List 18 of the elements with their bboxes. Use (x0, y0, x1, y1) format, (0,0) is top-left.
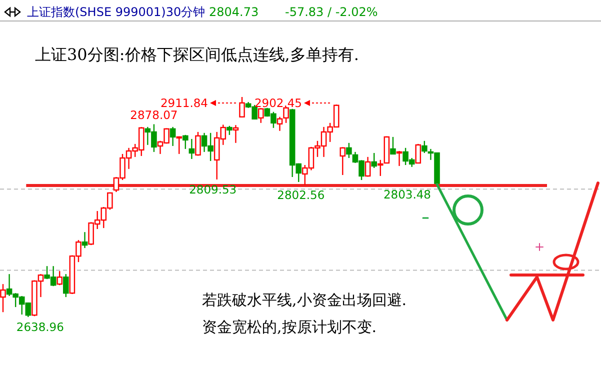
chart-title: 上证指数(SHSE 999001)30分钟 (27, 5, 206, 19)
annotation: 2802.56 (277, 188, 325, 202)
text: 资金宽松的,按原计划不变. (202, 318, 377, 336)
candlestick (232, 124, 239, 144)
annotation: 2809.53 (189, 182, 237, 196)
candlestick (82, 231, 88, 249)
annotation: 2911.84 (160, 96, 208, 110)
annotation: 2878.07 (130, 108, 178, 122)
annotation: 2803.48 (383, 187, 431, 202)
annotation: 2638.96 (16, 320, 64, 334)
chart-subtitle: 上证30分图:价格下探区间低点连线,多单持有. (35, 45, 359, 64)
candlestick (276, 116, 283, 132)
candlestick (188, 138, 195, 160)
text: 2804.73 (209, 5, 259, 19)
text: -57.83 / -2.02% (285, 5, 378, 19)
annotation: 2902.45 (254, 96, 302, 110)
candlestick (170, 126, 176, 147)
annotation: 若跌破水平线,小资金出场回避. (202, 291, 407, 309)
